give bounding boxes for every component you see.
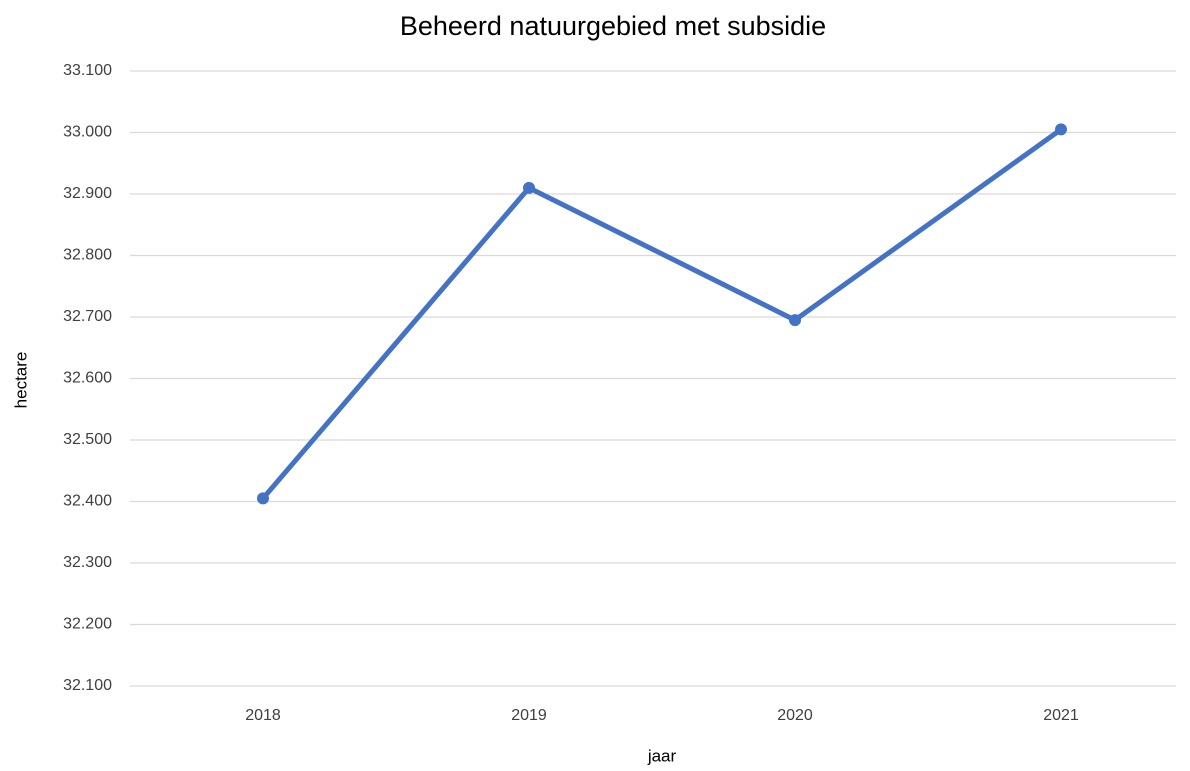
y-tick-label: 32.600 xyxy=(63,370,112,387)
y-tick-label: 33.100 xyxy=(63,62,112,79)
data-point xyxy=(1055,123,1067,136)
series-line xyxy=(260,126,1064,501)
y-tick-label: 32.800 xyxy=(63,247,112,264)
x-tick-label: 2020 xyxy=(777,707,813,724)
x-tick-label: 2018 xyxy=(245,707,281,724)
y-tick-label: 32.200 xyxy=(63,616,112,633)
y-tick-label: 33.000 xyxy=(63,124,112,141)
x-tick-label: 2021 xyxy=(1043,707,1079,724)
y-tick-label: 32.100 xyxy=(63,677,112,694)
x-tick-label: 2019 xyxy=(511,707,547,724)
data-point xyxy=(789,314,801,327)
y-tick-label: 32.900 xyxy=(63,185,112,202)
y-axis-title: hectare xyxy=(11,352,30,409)
y-tick-label: 32.400 xyxy=(63,493,112,510)
data-point xyxy=(257,492,269,505)
x-axis-title: jaar xyxy=(647,746,677,765)
chart-title: Beheerd natuurgebied met subsidie xyxy=(400,11,826,41)
y-tick-label: 32.300 xyxy=(63,554,112,571)
y-tick-label: 32.500 xyxy=(63,431,112,448)
y-tick-label: 32.700 xyxy=(63,308,112,325)
data-point xyxy=(523,181,535,194)
